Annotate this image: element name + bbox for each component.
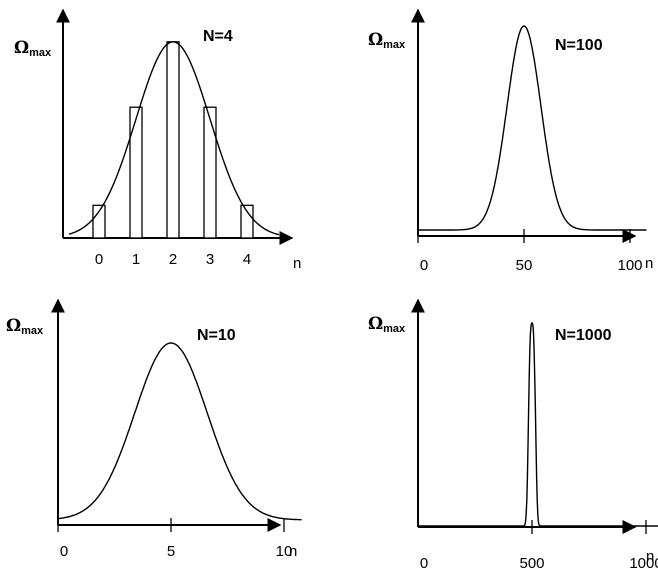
x-tick-label: 2 — [169, 251, 177, 268]
x-tick-labels: 0 1 2 3 4 — [95, 251, 251, 268]
x-tick-label: 5 — [167, 543, 175, 560]
chart-title: N=10 — [197, 327, 236, 344]
y-axis-label: Ωmax — [14, 38, 52, 59]
bar-2 — [166, 41, 180, 239]
x-tick-label: 1 — [132, 251, 140, 268]
panel-n10: Ωmax N=10 n 0 5 10 — [6, 298, 302, 560]
x-tick-label: 0 — [95, 251, 103, 268]
distribution-curve — [418, 322, 658, 527]
bar-1 — [129, 106, 143, 239]
x-ticks — [57, 518, 285, 532]
distribution-curve — [418, 25, 647, 231]
x-axis-label: n — [646, 548, 654, 565]
chart-title: N=100 — [555, 37, 603, 54]
bar-3 — [203, 106, 217, 239]
x-tick-labels: 0 50 100 — [420, 257, 643, 274]
chart-title: N=4 — [203, 28, 233, 45]
x-tick-labels: 0 5 10 — [60, 543, 293, 560]
panel-n100: Ωmax N=100 n 0 50 100 — [368, 8, 653, 274]
x-axis-label: n — [289, 543, 297, 560]
panel-n4: Ωmax N=4 n 0 1 2 3 4 — [14, 8, 301, 272]
x-ticks — [417, 229, 631, 243]
x-ticks — [531, 520, 647, 534]
x-tick-label: 1000 — [629, 555, 658, 572]
x-tick-label: 10 — [276, 543, 293, 560]
x-tick-label: 0 — [420, 257, 428, 274]
bar-0 — [92, 204, 106, 239]
panel-n1000: Ωmax N=1000 n 0 500 1000 — [368, 298, 658, 572]
chart-title: N=1000 — [555, 327, 612, 344]
y-axis-label: Ωmax — [368, 314, 406, 335]
x-tick-labels: 0 500 1000 — [420, 555, 658, 572]
bar-4 — [240, 204, 254, 239]
x-tick-label: 4 — [243, 251, 251, 268]
distribution-curve — [57, 342, 302, 521]
x-tick-label: 3 — [206, 251, 214, 268]
envelope-curve — [68, 41, 280, 236]
x-tick-label: 0 — [60, 543, 68, 560]
x-tick-label: 0 — [420, 555, 428, 572]
x-tick-label: 100 — [617, 257, 642, 274]
y-axis-label: Ωmax — [368, 30, 406, 51]
x-axis-label: n — [645, 255, 653, 272]
bars — [92, 41, 254, 239]
x-tick-label: 500 — [519, 555, 544, 572]
x-axis-label: n — [293, 255, 301, 272]
y-axis-label: Ωmax — [6, 316, 44, 337]
x-tick-label: 50 — [516, 257, 533, 274]
